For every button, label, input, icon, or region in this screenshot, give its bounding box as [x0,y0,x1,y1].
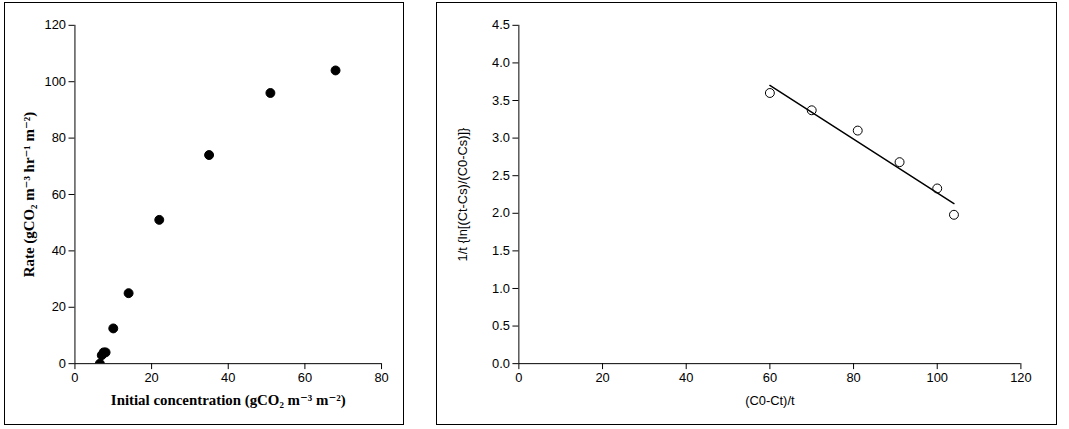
svg-text:20: 20 [595,370,609,385]
svg-text:40: 40 [52,243,66,258]
svg-text:2.5: 2.5 [492,168,510,183]
svg-text:Initial concentration (gCO₂ m⁻: Initial concentration (gCO₂ m⁻³ m⁻²) [111,392,346,409]
svg-text:4.5: 4.5 [492,17,510,32]
svg-text:120: 120 [45,17,66,32]
svg-text:0: 0 [59,356,66,371]
svg-text:60: 60 [763,370,777,385]
svg-text:0.0: 0.0 [492,356,510,371]
svg-text:0: 0 [71,370,78,385]
svg-text:20: 20 [144,370,158,385]
svg-text:40: 40 [221,370,235,385]
svg-text:60: 60 [298,370,312,385]
svg-text:40: 40 [679,370,693,385]
svg-text:20: 20 [52,299,66,314]
svg-text:2.0: 2.0 [492,205,510,220]
svg-text:(C0-Ct)/t: (C0-Ct)/t [745,393,795,408]
svg-text:120: 120 [1010,370,1031,385]
svg-text:3.5: 3.5 [492,93,510,108]
svg-text:0: 0 [515,370,522,385]
svg-text:80: 80 [846,370,860,385]
svg-text:3.0: 3.0 [492,130,510,145]
svg-text:1.5: 1.5 [492,243,510,258]
svg-text:4.0: 4.0 [492,55,510,70]
svg-text:0.5: 0.5 [492,318,510,333]
svg-text:100: 100 [926,370,947,385]
svg-text:60: 60 [52,187,66,202]
svg-text:1/t {ln[(Ct-Cs)/(C0-Cs)]}: 1/t {ln[(Ct-Cs)/(C0-Cs)]} [454,127,469,261]
svg-text:100: 100 [45,74,66,89]
svg-text:Rate (gCO₂ m⁻³ hr⁻¹ m⁻²): Rate (gCO₂ m⁻³ hr⁻¹ m⁻²) [21,112,38,277]
svg-text:80: 80 [52,130,66,145]
svg-text:80: 80 [374,370,388,385]
svg-text:1.0: 1.0 [492,281,510,296]
